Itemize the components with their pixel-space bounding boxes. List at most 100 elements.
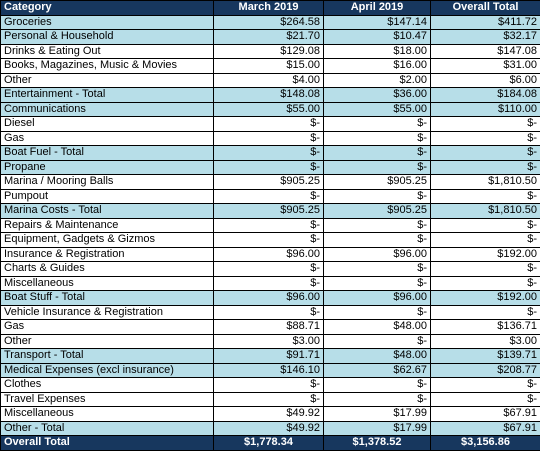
category-cell: Medical Expenses (excl insurance) — [1, 363, 214, 378]
amount-cell: $21.70 — [214, 30, 324, 45]
amount-cell: $96.00 — [324, 291, 431, 306]
amount-cell: $67.91 — [431, 407, 540, 422]
amount-cell: $- — [431, 160, 540, 175]
amount-cell: $- — [214, 378, 324, 393]
amount-cell: $- — [324, 276, 431, 291]
amount-cell: $49.92 — [214, 407, 324, 422]
amount-cell: $- — [324, 146, 431, 161]
amount-cell: $62.67 — [324, 363, 431, 378]
amount-cell: $48.00 — [324, 349, 431, 364]
table-row: Marina / Mooring Balls$905.25$905.25$1,8… — [1, 175, 540, 190]
amount-cell: $- — [324, 305, 431, 320]
amount-cell: $- — [214, 276, 324, 291]
amount-cell: $146.10 — [214, 363, 324, 378]
amount-cell: $4.00 — [214, 73, 324, 88]
category-cell: Gas — [1, 131, 214, 146]
amount-cell: $- — [214, 117, 324, 132]
amount-cell: $- — [214, 146, 324, 161]
header-cell: March 2019 — [214, 1, 324, 16]
table-row: Gas$88.71$48.00$136.71 — [1, 320, 540, 335]
header-cell: April 2019 — [324, 1, 431, 16]
category-cell: Marina Costs - Total — [1, 204, 214, 219]
category-cell: Other — [1, 73, 214, 88]
table-row: Diesel$-$-$- — [1, 117, 540, 132]
category-cell: Transport - Total — [1, 349, 214, 364]
amount-cell: $110.00 — [431, 102, 540, 117]
category-cell: Other - Total — [1, 421, 214, 436]
category-cell: Personal & Household — [1, 30, 214, 45]
amount-cell: $- — [431, 131, 540, 146]
amount-cell: $139.71 — [431, 349, 540, 364]
amount-cell: $905.25 — [214, 175, 324, 190]
amount-cell: $6.00 — [431, 73, 540, 88]
category-cell: Boat Fuel - Total — [1, 146, 214, 161]
amount-cell: $- — [214, 218, 324, 233]
footer-row: Overall Total$1,778.34$1,378.52$3,156.86 — [1, 436, 540, 451]
amount-cell: $264.58 — [214, 15, 324, 30]
amount-cell: $17.99 — [324, 421, 431, 436]
table-row: Boat Stuff - Total$96.00$96.00$192.00 — [1, 291, 540, 306]
category-cell: Other — [1, 334, 214, 349]
amount-cell: $96.00 — [214, 291, 324, 306]
amount-cell: $- — [431, 146, 540, 161]
category-cell: Boat Stuff - Total — [1, 291, 214, 306]
amount-cell: $- — [214, 131, 324, 146]
table-row: Clothes$-$-$- — [1, 378, 540, 393]
amount-cell: $67.91 — [431, 421, 540, 436]
amount-cell: $- — [431, 262, 540, 277]
amount-cell: $- — [214, 160, 324, 175]
amount-cell: $96.00 — [214, 247, 324, 262]
amount-cell: $- — [214, 233, 324, 248]
table-row: Propane$-$-$- — [1, 160, 540, 175]
amount-cell: $- — [324, 233, 431, 248]
header-cell: Overall Total — [431, 1, 540, 16]
table-row: Personal & Household$21.70$10.47$32.17 — [1, 30, 540, 45]
table-row: Charts & Guides$-$-$- — [1, 262, 540, 277]
amount-cell: $- — [431, 189, 540, 204]
amount-cell: $1,810.50 — [431, 175, 540, 190]
amount-cell: $55.00 — [324, 102, 431, 117]
category-cell: Communications — [1, 102, 214, 117]
amount-cell: $- — [214, 392, 324, 407]
category-cell: Diesel — [1, 117, 214, 132]
category-cell: Travel Expenses — [1, 392, 214, 407]
amount-cell: $48.00 — [324, 320, 431, 335]
amount-cell: $192.00 — [431, 247, 540, 262]
category-cell: Equipment, Gadgets & Gizmos — [1, 233, 214, 248]
table-row: Groceries$264.58$147.14$411.72 — [1, 15, 540, 30]
table-row: Boat Fuel - Total$-$-$- — [1, 146, 540, 161]
category-cell: Marina / Mooring Balls — [1, 175, 214, 190]
amount-cell: $- — [324, 117, 431, 132]
amount-cell: $91.71 — [214, 349, 324, 364]
table-row: Equipment, Gadgets & Gizmos$-$-$- — [1, 233, 540, 248]
footer-cell: $3,156.86 — [431, 436, 540, 451]
table-row: Gas$-$-$- — [1, 131, 540, 146]
category-cell: Insurance & Registration — [1, 247, 214, 262]
amount-cell: $88.71 — [214, 320, 324, 335]
amount-cell: $- — [324, 392, 431, 407]
amount-cell: $147.14 — [324, 15, 431, 30]
amount-cell: $- — [214, 189, 324, 204]
category-cell: Entertainment - Total — [1, 88, 214, 103]
amount-cell: $- — [324, 262, 431, 277]
amount-cell: $49.92 — [214, 421, 324, 436]
category-cell: Drinks & Eating Out — [1, 44, 214, 59]
table-row: Transport - Total$91.71$48.00$139.71 — [1, 349, 540, 364]
category-cell: Books, Magazines, Music & Movies — [1, 59, 214, 74]
amount-cell: $411.72 — [431, 15, 540, 30]
footer-cell: $1,778.34 — [214, 436, 324, 451]
amount-cell: $31.00 — [431, 59, 540, 74]
amount-cell: $- — [324, 218, 431, 233]
amount-cell: $3.00 — [431, 334, 540, 349]
amount-cell: $- — [431, 218, 540, 233]
table-row: Marina Costs - Total$905.25$905.25$1,810… — [1, 204, 540, 219]
amount-cell: $55.00 — [214, 102, 324, 117]
table-row: Vehicle Insurance & Registration$-$-$- — [1, 305, 540, 320]
category-cell: Propane — [1, 160, 214, 175]
amount-cell: $15.00 — [214, 59, 324, 74]
amount-cell: $148.08 — [214, 88, 324, 103]
amount-cell: $- — [214, 305, 324, 320]
amount-cell: $17.99 — [324, 407, 431, 422]
